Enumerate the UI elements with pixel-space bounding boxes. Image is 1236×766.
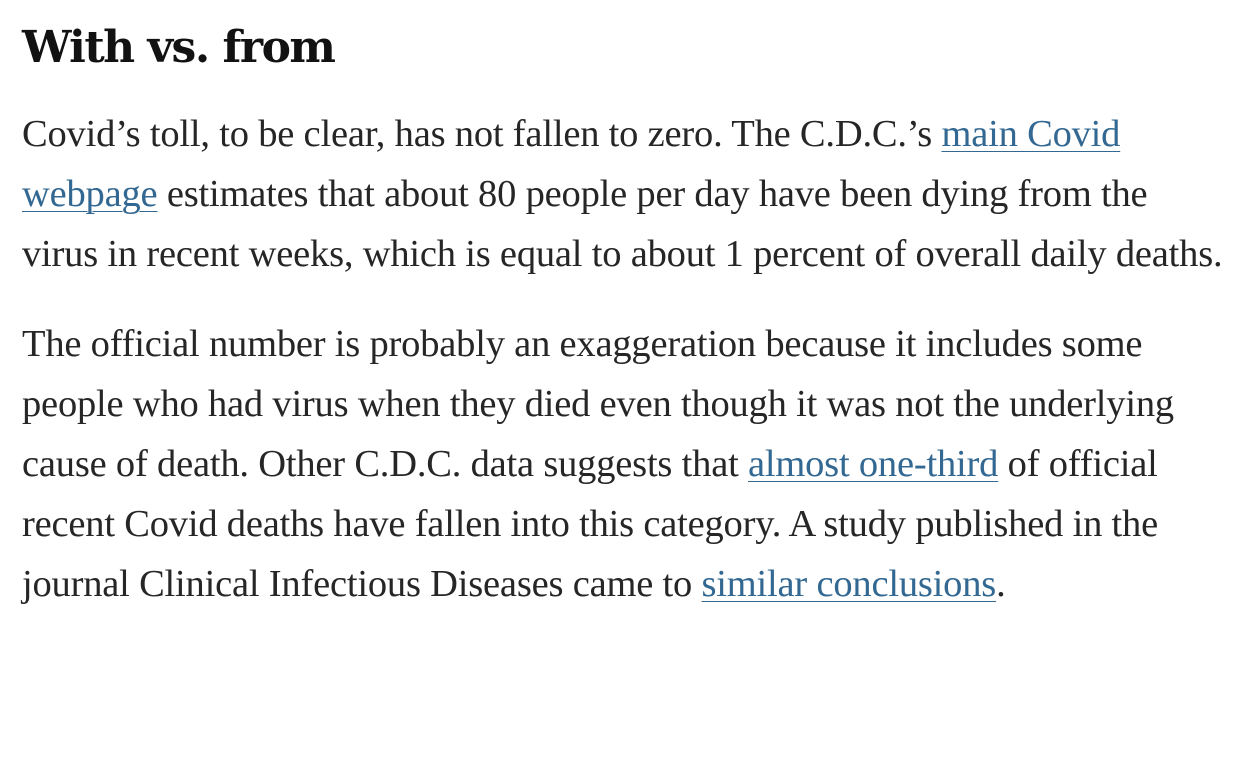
paragraph-text: The official number is probably an exagg… <box>22 323 1174 485</box>
paragraph-covid-toll: Covid’s toll, to be clear, has not falle… <box>22 104 1227 284</box>
main-covid-webpage-link[interactable]: main Covid webpage <box>22 113 1121 215</box>
section-heading: With vs. from <box>22 22 336 73</box>
almost-one-third-link[interactable]: almost one-third <box>748 443 999 485</box>
paragraph-official-number: The official number is probably an exagg… <box>22 314 1227 614</box>
paragraph-text: of official recent Covid deaths have fal… <box>22 443 1158 605</box>
paragraph-text: estimates that about 80 people per day h… <box>22 173 1223 275</box>
paragraph-text: . <box>996 563 1006 605</box>
paragraph-text: Covid’s toll, to be clear, has not falle… <box>22 113 942 155</box>
similar-conclusions-link[interactable]: similar conclusions <box>701 563 997 605</box>
article-section: With vs. from Covid’s toll, to be clear,… <box>22 18 1227 644</box>
